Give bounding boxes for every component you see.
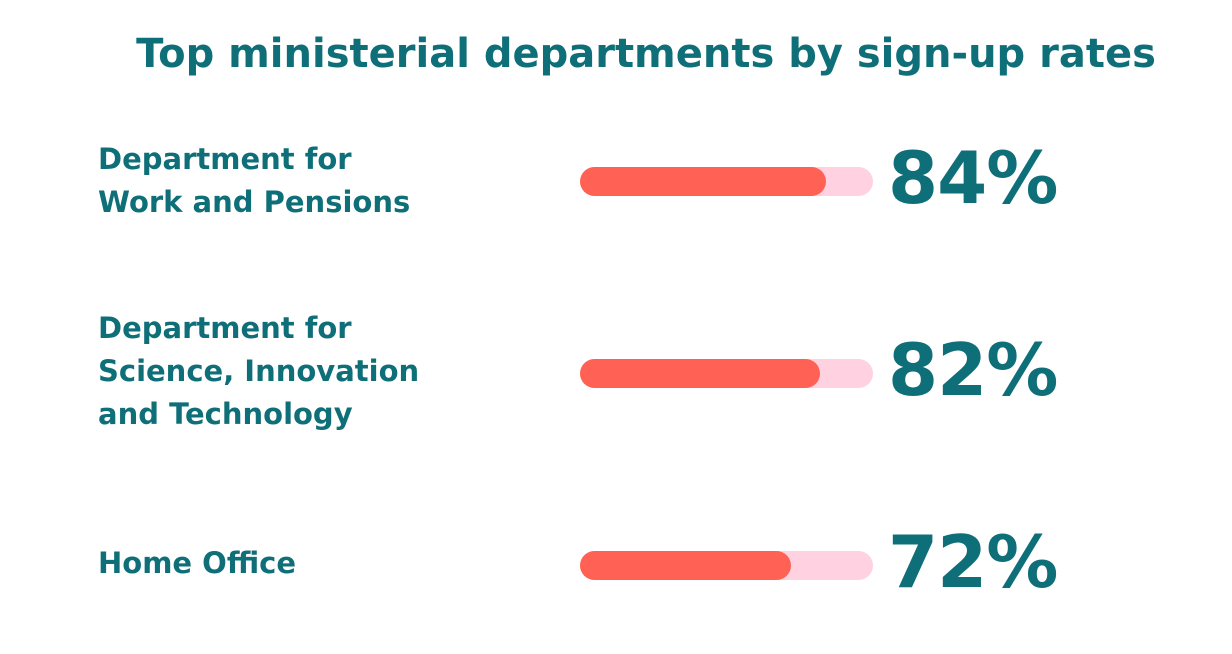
chart-title: Top ministerial departments by sign-up r…: [136, 31, 1156, 77]
bar: [580, 551, 791, 580]
category-label-line: Department for: [98, 142, 352, 176]
bar-track: [580, 359, 873, 388]
category-label-line: Department for: [98, 311, 352, 345]
category-label-line: and Technology: [98, 397, 353, 431]
bar-track: [580, 551, 873, 580]
data-label: 84%: [888, 136, 1058, 220]
category-label-line: Science, Innovation: [98, 354, 420, 388]
bar: [580, 167, 826, 196]
bar: [580, 359, 820, 388]
category-label: Department for Work and Pensions: [98, 138, 498, 224]
category-label-line: Work and Pensions: [98, 185, 411, 219]
category-label: Home Office: [98, 542, 498, 585]
data-label: 82%: [888, 328, 1058, 412]
data-label: 72%: [888, 520, 1058, 604]
category-label-line: Home Office: [98, 546, 297, 580]
category-label: Department for Science, Innovation and T…: [98, 307, 498, 436]
bar-track: [580, 167, 873, 196]
